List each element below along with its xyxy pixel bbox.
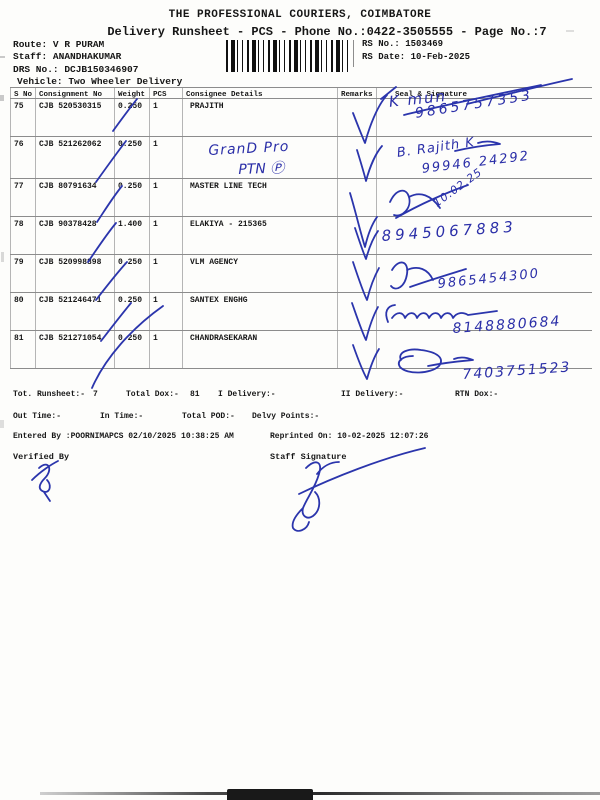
cell-weight: 0.250 xyxy=(115,255,150,292)
staff-line: Staff: ANANDHAKUMAR xyxy=(13,51,121,62)
rtn-dox-label: RTN Dox:- xyxy=(455,390,499,399)
verified-by-signature xyxy=(31,460,59,502)
tot-runsheet-value: 7 xyxy=(93,390,98,399)
cell-pcs: 1 xyxy=(150,217,183,254)
cell-remarks xyxy=(338,293,377,330)
cell-sno: 80 xyxy=(10,293,36,330)
cell-remarks xyxy=(338,217,377,254)
table-row: 77 CJB 80791634 0.250 1 MASTER LINE TECH xyxy=(10,179,592,217)
cell-weight: 0.250 xyxy=(115,179,150,216)
cell-seal-signature xyxy=(377,179,592,216)
col-weight: Weight xyxy=(115,88,150,98)
cell-pcs: 1 xyxy=(150,255,183,292)
col-consignee: Consignee Details xyxy=(183,88,338,98)
cell-sno: 81 xyxy=(10,331,36,368)
route-label: Route: xyxy=(13,39,48,50)
rs-no-label: RS No.: xyxy=(362,39,400,49)
entered-by-line: Entered By :POORNIMAPCS 02/10/2025 10:38… xyxy=(13,432,234,441)
cell-consignee xyxy=(183,137,338,178)
cell-pcs: 1 xyxy=(150,99,183,136)
total-dox-value: 81 xyxy=(190,390,200,399)
cell-consignment: CJB 521271054 xyxy=(36,331,115,368)
vehicle-line: Vehicle: Two Wheeler Delivery xyxy=(17,76,182,87)
staff-signature-label: Staff Signature xyxy=(270,452,347,462)
cell-weight: 0.250 xyxy=(115,331,150,368)
cell-sno: 76 xyxy=(10,137,36,178)
scan-artifact xyxy=(1,252,4,262)
total-pod-label: Total POD:- xyxy=(182,412,235,421)
drs-line: DRS No.: DCJB150346907 xyxy=(13,64,138,75)
col-remarks: Remarks xyxy=(338,88,377,98)
staff-signature xyxy=(291,461,340,532)
staff-value: ANANDHAKUMAR xyxy=(52,51,122,62)
cell-sno: 79 xyxy=(10,255,36,292)
scan-artifact xyxy=(0,420,4,428)
cell-sno: 78 xyxy=(10,217,36,254)
col-pcs: PCS xyxy=(150,88,183,98)
cell-consignment: CJB 90378428 xyxy=(36,217,115,254)
tot-runsheet-label: Tot. Runsheet:- xyxy=(13,390,86,399)
rs-no-line: RS No.: 1503469 xyxy=(362,39,443,49)
cell-weight: 0.250 xyxy=(115,99,150,136)
cell-consignee: CHANDRASEKARAN xyxy=(183,331,338,368)
drs-value: DCJB150346907 xyxy=(64,64,139,75)
verified-by-label: Verified By xyxy=(13,452,70,462)
scan-artifact xyxy=(0,95,4,101)
ii-delivery-label: II Delivery:- xyxy=(341,390,404,399)
route-value: V R PURAM xyxy=(52,39,105,50)
rs-date-value: 10-Feb-2025 xyxy=(410,52,471,62)
cell-pcs: 1 xyxy=(150,137,183,178)
out-time-label: Out Time:- xyxy=(13,412,62,421)
hw-consignee-note-76b: PTN Ⓟ xyxy=(238,160,285,178)
cell-pcs: 1 xyxy=(150,179,183,216)
delvy-points-label: Delvy Points:- xyxy=(252,412,320,421)
i-delivery-label: I Delivery:- xyxy=(218,390,276,399)
cell-consignee: ELAKIYA - 215365 xyxy=(183,217,338,254)
rs-no-value: 1503469 xyxy=(405,39,444,49)
cell-sno: 77 xyxy=(10,179,36,216)
scan-artifact xyxy=(0,56,5,58)
scan-artifact xyxy=(566,30,574,32)
cell-remarks xyxy=(338,137,377,178)
cell-sno: 75 xyxy=(10,99,36,136)
cell-weight: 1.400 xyxy=(115,217,150,254)
scan-bottom-bar xyxy=(227,789,313,800)
col-sno: S No xyxy=(10,88,36,98)
cell-pcs: 1 xyxy=(150,293,183,330)
barcode xyxy=(226,40,350,72)
vehicle-value: Two Wheeler Delivery xyxy=(68,76,183,87)
rs-date-label: RS Date: xyxy=(362,52,406,62)
total-dox-label: Total Dox:- xyxy=(126,390,179,399)
cell-consignee: VLM AGENCY xyxy=(183,255,338,292)
cell-consignment: CJB 521262062 xyxy=(36,137,115,178)
runsheet-subtitle: Delivery Runsheet - PCS - Phone No.:0422… xyxy=(107,25,547,39)
cell-remarks xyxy=(338,331,377,368)
cell-consignment: CJB 521246471 xyxy=(36,293,115,330)
route-line: Route: V R PURAM xyxy=(13,39,104,50)
cell-consignee: PRAJITH xyxy=(183,99,338,136)
vehicle-label: Vehicle: xyxy=(17,76,63,87)
header-divider-line xyxy=(353,40,354,67)
in-time-label: In Time:- xyxy=(100,412,144,421)
cell-remarks xyxy=(338,179,377,216)
rs-date-line: RS Date: 10-Feb-2025 xyxy=(362,52,470,62)
cell-pcs: 1 xyxy=(150,331,183,368)
cell-consignee: MASTER LINE TECH xyxy=(183,179,338,216)
cell-remarks xyxy=(338,99,377,136)
reprinted-on-line: Reprinted On: 10-02-2025 12:07:26 xyxy=(270,432,429,441)
cell-consignment: CJB 520998898 xyxy=(36,255,115,292)
cell-remarks xyxy=(338,255,377,292)
cell-consignment: CJB 520530315 xyxy=(36,99,115,136)
cell-consignment: CJB 80791634 xyxy=(36,179,115,216)
staff-label: Staff: xyxy=(13,51,48,62)
scan-bottom-line xyxy=(40,792,600,795)
cell-consignee: SANTEX ENGHG xyxy=(183,293,338,330)
company-title: THE PROFESSIONAL COURIERS, COIMBATORE xyxy=(168,9,432,21)
col-consignment: Consignment No xyxy=(36,88,115,98)
drs-label: DRS No.: xyxy=(13,64,59,75)
cell-weight: 0.250 xyxy=(115,293,150,330)
cell-weight: 0.250 xyxy=(115,137,150,178)
